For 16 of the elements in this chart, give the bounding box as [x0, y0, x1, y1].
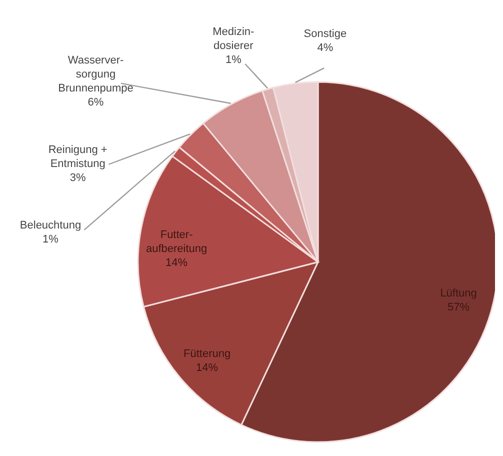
data-label: 14% — [166, 257, 188, 270]
slice-label: Medizin- dosierer — [212, 26, 255, 52]
slice-label: Beleuchtung — [20, 219, 82, 232]
data-label: 57% — [448, 301, 470, 314]
data-label: 1% — [225, 54, 242, 66]
slice-label: Wasserver- sorgung Brunnenpumpe — [58, 54, 134, 94]
data-label: 6% — [88, 96, 104, 108]
data-label: 1% — [42, 233, 59, 246]
data-label: 14% — [196, 362, 218, 374]
data-label: 3% — [70, 172, 86, 184]
data-label: 4% — [317, 42, 334, 54]
slice-label: Futter- aufbereitung — [146, 229, 208, 256]
slice-label: Lüftung — [440, 287, 477, 300]
slice-label: Sonstige — [304, 28, 347, 40]
slice-label: Fütterung — [184, 348, 231, 360]
slice-label: Reinigung + Entmistung — [48, 144, 108, 170]
